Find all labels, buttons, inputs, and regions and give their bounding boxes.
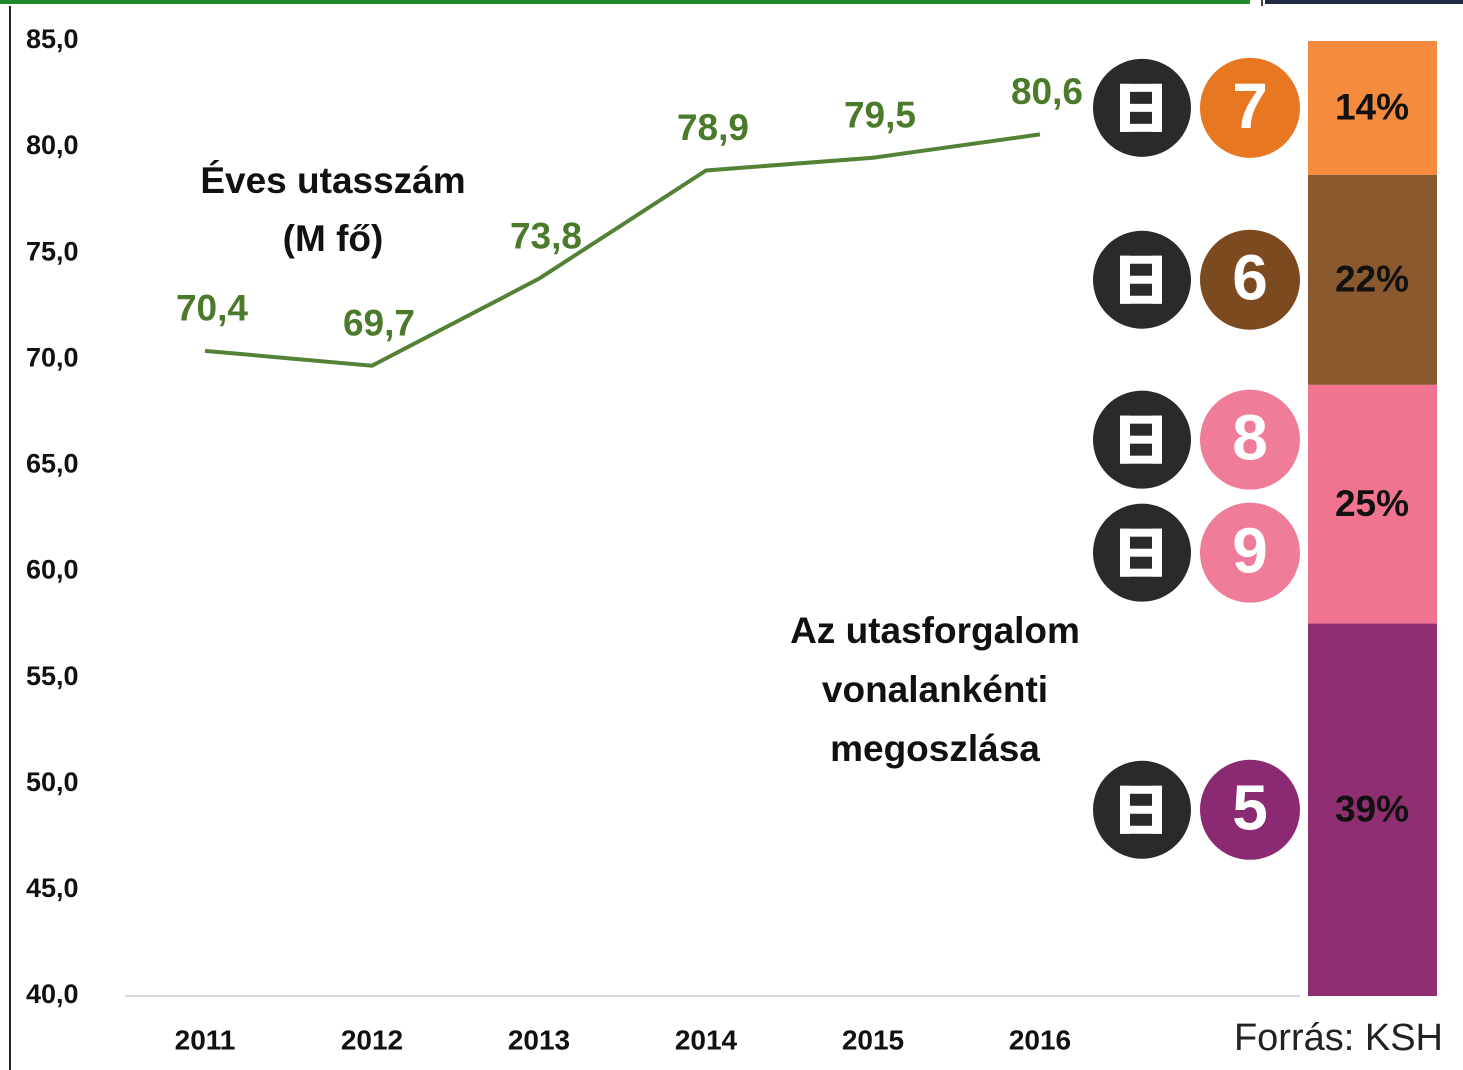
metro-icon-bar [1120,785,1162,794]
metro-icon-bar [1120,435,1162,444]
segment-label: 14% [1335,87,1409,128]
line-badge [1200,229,1300,330]
segment-label: 25% [1335,483,1409,524]
line-series [204,132,1041,368]
y-tick-label: 80,0 [26,130,79,160]
top-border-right [1265,0,1463,4]
annotation: Az utasforgalom [790,610,1080,651]
y-tick-label: 40,0 [26,979,79,1009]
line-badge [1200,502,1300,603]
segment-label: 39% [1335,789,1409,830]
line-number: 9 [1232,515,1268,587]
data-label: 80,6 [1011,71,1083,112]
metro-icon-bar [1120,825,1162,834]
line-number: 5 [1232,772,1268,844]
y-tick-label: 45,0 [26,873,79,903]
annotation: megoszlása [830,728,1040,769]
data-label: 69,7 [343,302,415,343]
top-border [0,0,1250,4]
y-tick-label: 55,0 [26,661,79,691]
y-tick-label: 60,0 [26,555,79,585]
source: Forrás: KSH [1234,1017,1443,1059]
metro-icon-bar [1120,103,1162,112]
line-number: 6 [1232,242,1268,314]
bar-segment [1308,623,1437,996]
data-label: 73,8 [510,215,582,256]
annotation: (M fő) [283,218,384,259]
metro-icon-bar [1120,415,1162,424]
x-tick-label: 2014 [675,1024,738,1055]
bar-segment [1308,384,1437,624]
data-label: 79,5 [844,95,916,136]
y-tick-label: 65,0 [26,449,79,479]
annotation: Éves utasszám [200,160,465,201]
data-label: 70,4 [176,288,248,329]
metro-icon-bar [1120,275,1162,284]
metro-icon-bar [1120,295,1162,304]
bar-segment [1308,41,1437,175]
y-tick-label: 75,0 [26,236,79,266]
y-tick-label: 70,0 [26,342,79,372]
data-label: 78,9 [677,107,749,148]
metro-icon-bar [1120,255,1162,264]
x-tick-label: 2012 [341,1024,403,1055]
metro-icon-bar [1120,83,1162,92]
metro-icon-bar [1120,548,1162,557]
segment-label: 22% [1335,259,1409,300]
metro-icon-bar [1120,805,1162,814]
metro-icon-bar [1120,455,1162,464]
x-tick-label: 2015 [842,1024,904,1055]
left-border [9,6,11,1070]
metro-icon-bar [1120,123,1162,132]
bar-segment [1308,174,1437,385]
line-badge [1200,57,1300,158]
y-tick-label: 50,0 [26,767,79,797]
x-tick-label: 2013 [508,1024,570,1055]
metro-icon-bar [1120,568,1162,577]
y-tick-label: 85,0 [26,24,79,54]
x-tick-label: 2011 [175,1024,236,1055]
line-number: 8 [1232,402,1268,474]
line-badge [1200,389,1300,490]
x-tick-label: 2016 [1009,1024,1071,1055]
line-badge [1200,759,1300,860]
annotation: vonalankénti [822,669,1048,710]
metro-icon-bar [1120,528,1162,537]
line-number: 7 [1232,70,1268,142]
